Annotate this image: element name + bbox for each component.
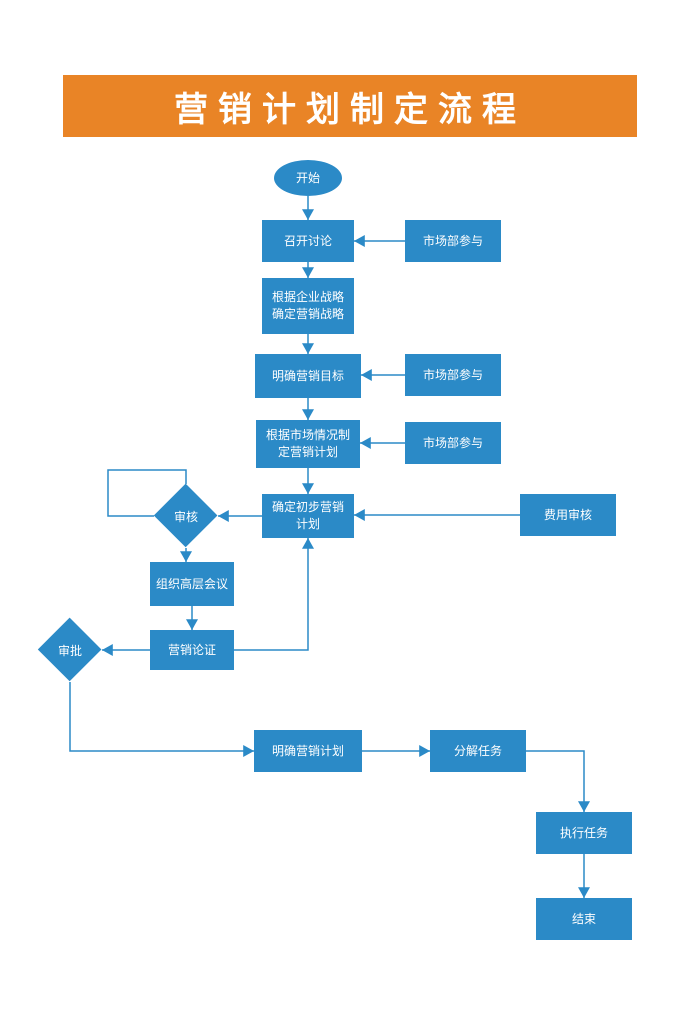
- node-start-label: 开始: [296, 170, 320, 187]
- title-text: 营销计划制定流程: [174, 82, 526, 131]
- node-mkt3-label: 市场部参与: [423, 435, 483, 452]
- node-prelim: 确定初步营销计划: [262, 494, 354, 538]
- node-end: 结束: [536, 898, 632, 940]
- node-plan-label: 根据市场情况制定营销计划: [262, 427, 354, 461]
- node-strategy-label: 根据企业战略确定营销战略: [268, 289, 348, 323]
- node-exec-label: 执行任务: [560, 825, 608, 842]
- node-approve: 审批: [38, 618, 102, 682]
- node-mkt2-label: 市场部参与: [423, 367, 483, 384]
- node-goal: 明确营销目标: [255, 354, 361, 398]
- node-review: 审核: [154, 484, 218, 548]
- node-end-label: 结束: [572, 911, 596, 928]
- node-exec: 执行任务: [536, 812, 632, 854]
- node-mkt1: 市场部参与: [405, 220, 501, 262]
- node-costrev: 费用审核: [520, 494, 616, 536]
- node-prelim-label: 确定初步营销计划: [268, 499, 348, 533]
- node-mkt2: 市场部参与: [405, 354, 501, 396]
- node-breakdown-label: 分解任务: [454, 743, 502, 760]
- title-banner: 营销计划制定流程: [63, 75, 637, 137]
- node-meeting-label: 召开讨论: [284, 233, 332, 250]
- node-highmtg-label: 组织高层会议: [156, 576, 228, 593]
- node-mkt3: 市场部参与: [405, 422, 501, 464]
- node-mkt1-label: 市场部参与: [423, 233, 483, 250]
- node-debate-label: 营销论证: [168, 642, 216, 659]
- node-confirm: 明确营销计划: [254, 730, 362, 772]
- node-goal-label: 明确营销目标: [272, 368, 344, 385]
- node-confirm-label: 明确营销计划: [272, 743, 344, 760]
- node-meeting: 召开讨论: [262, 220, 354, 262]
- node-strategy: 根据企业战略确定营销战略: [262, 278, 354, 334]
- node-highmtg: 组织高层会议: [150, 562, 234, 606]
- node-debate: 营销论证: [150, 630, 234, 670]
- node-start: 开始: [274, 160, 342, 196]
- node-plan: 根据市场情况制定营销计划: [256, 420, 360, 468]
- node-costrev-label: 费用审核: [544, 507, 592, 524]
- node-breakdown: 分解任务: [430, 730, 526, 772]
